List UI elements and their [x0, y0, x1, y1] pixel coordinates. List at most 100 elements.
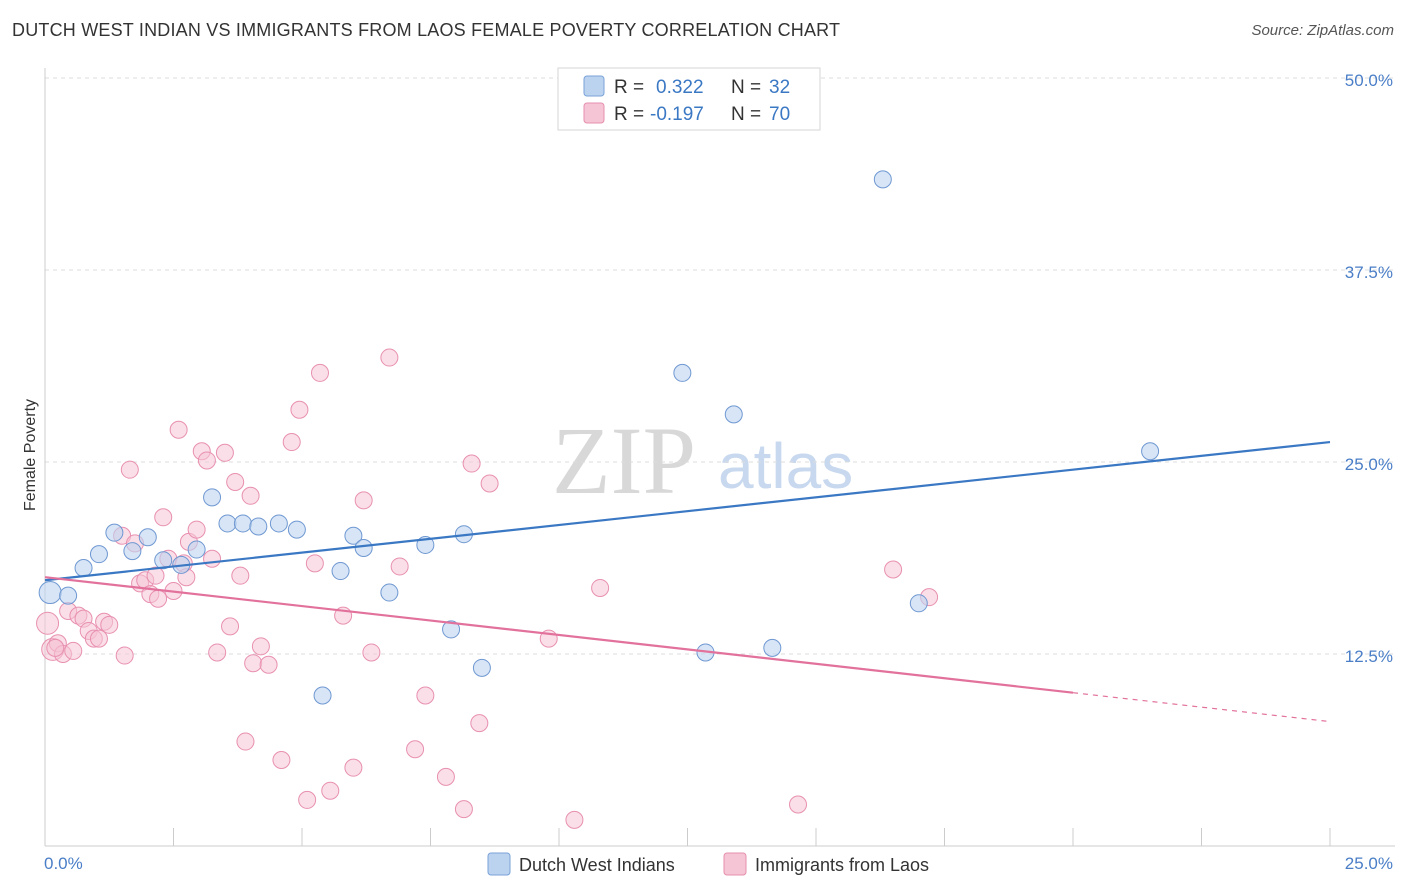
data-point-laos [154, 508, 173, 527]
bottom-legend-swatch-blue [487, 852, 511, 876]
legend-n-value-1: 32 [769, 77, 790, 98]
trend-lines [44, 440, 1331, 723]
data-point-laos [344, 758, 363, 777]
data-point-dutch-west-indian [89, 545, 108, 564]
data-point-dutch-west-indian [380, 583, 399, 602]
bottom-legend-label-pink: Immigrants from Laos [755, 855, 929, 875]
watermark-atlas: atlas [718, 430, 853, 502]
legend-n-label-2: N = [731, 104, 761, 125]
data-point-laos [221, 617, 240, 636]
data-point-laos [290, 400, 309, 419]
bottom-legend: Dutch West Indians Immigrants from Laos [487, 852, 929, 876]
data-point-laos [591, 578, 610, 597]
data-point-laos [146, 566, 165, 585]
data-point-laos [197, 451, 216, 470]
data-point-laos [187, 520, 206, 539]
bottom-legend-label-blue: Dutch West Indians [519, 855, 675, 875]
data-point-dutch-west-indian [269, 514, 288, 533]
data-point-laos [310, 363, 329, 382]
data-point-dutch-west-indian [313, 686, 332, 705]
data-point-laos [380, 348, 399, 367]
data-point-laos [884, 560, 903, 579]
data-point-laos [231, 566, 250, 585]
trend-line-laos-extension [1072, 692, 1331, 723]
data-point-laos [120, 460, 139, 479]
legend-r-label-1: R = [614, 77, 644, 98]
axes [44, 68, 1395, 847]
trend-line-laos [44, 576, 1074, 694]
data-point-laos [149, 589, 168, 608]
data-point-dutch-west-indian [59, 586, 78, 605]
data-point-laos [298, 790, 317, 809]
data-point-dutch-west-indian [724, 405, 743, 424]
data-point-laos [454, 800, 473, 819]
data-point-dutch-west-indian [105, 523, 124, 542]
data-point-laos [259, 655, 278, 674]
data-point-dutch-west-indian [354, 539, 373, 558]
data-point-dutch-west-indian [203, 488, 222, 507]
watermark: ZIP atlas [552, 407, 853, 514]
series-immigrants-from-laos [36, 348, 939, 829]
data-point-dutch-west-indian [442, 620, 461, 639]
legend-r-value-2: -0.197 [650, 104, 704, 125]
y-tick-label: 50.0% [1345, 71, 1393, 90]
data-point-dutch-west-indian [154, 551, 173, 570]
x-tick-label-max: 25.0% [1345, 854, 1393, 873]
legend-swatch-blue [583, 75, 605, 97]
data-point-dutch-west-indian [287, 520, 306, 539]
data-point-laos [282, 433, 301, 452]
data-point-laos [64, 641, 83, 660]
legend-r-value-1: 0.322 [656, 77, 704, 98]
data-point-laos [305, 554, 324, 573]
data-point-laos [462, 454, 481, 473]
data-point-dutch-west-indian [673, 363, 692, 382]
legend-swatch-pink [583, 102, 605, 124]
data-point-dutch-west-indian [138, 528, 157, 547]
data-point-dutch-west-indian [472, 658, 491, 677]
data-point-laos [251, 637, 270, 656]
watermark-zip: ZIP [552, 407, 696, 514]
data-point-laos [789, 795, 808, 814]
legend-r-label-2: R = [614, 104, 644, 125]
data-point-laos [436, 767, 455, 786]
data-point-laos [226, 472, 245, 491]
data-point-laos [100, 615, 119, 634]
data-point-dutch-west-indian [331, 562, 350, 581]
data-point-laos [244, 654, 263, 673]
legend: R = 0.322 N = 32 R = -0.197 N = 70 [557, 67, 821, 131]
data-point-dutch-west-indian [187, 540, 206, 559]
data-point-laos [241, 486, 260, 505]
data-point-dutch-west-indian [218, 514, 237, 533]
data-point-laos [354, 491, 373, 510]
data-point-laos [272, 750, 291, 769]
data-point-dutch-west-indian [38, 581, 62, 605]
data-point-dutch-west-indian [873, 170, 892, 189]
data-point-dutch-west-indian [344, 526, 363, 545]
data-point-dutch-west-indian [249, 517, 268, 536]
data-point-laos [416, 686, 435, 705]
bottom-legend-swatch-pink [723, 852, 747, 876]
data-point-laos [89, 629, 108, 648]
data-point-laos [203, 549, 222, 568]
y-axis-label: Female Poverty [22, 399, 39, 511]
data-point-laos [321, 781, 340, 800]
data-point-laos [406, 740, 425, 759]
data-point-laos [236, 732, 255, 751]
data-point-laos [362, 643, 381, 662]
series-dutch-west-indians [38, 170, 1160, 705]
x-tick-labels: 0.0% 25.0% [44, 854, 1393, 873]
data-point-dutch-west-indian [909, 594, 928, 613]
y-tick-label: 25.0% [1345, 455, 1393, 474]
data-point-dutch-west-indian [74, 558, 93, 577]
data-point-laos [470, 714, 489, 733]
data-point-laos [115, 646, 134, 665]
chart-title: DUTCH WEST INDIAN VS IMMIGRANTS FROM LAO… [12, 20, 841, 40]
y-tick-label: 37.5% [1345, 263, 1393, 282]
data-point-laos [215, 443, 234, 462]
y-tick-label: 12.5% [1345, 647, 1393, 666]
x-tick-label-min: 0.0% [44, 854, 83, 873]
data-point-laos [480, 474, 499, 493]
trend-line-dutch-west-indians [44, 440, 1331, 582]
data-point-dutch-west-indian [233, 514, 252, 533]
